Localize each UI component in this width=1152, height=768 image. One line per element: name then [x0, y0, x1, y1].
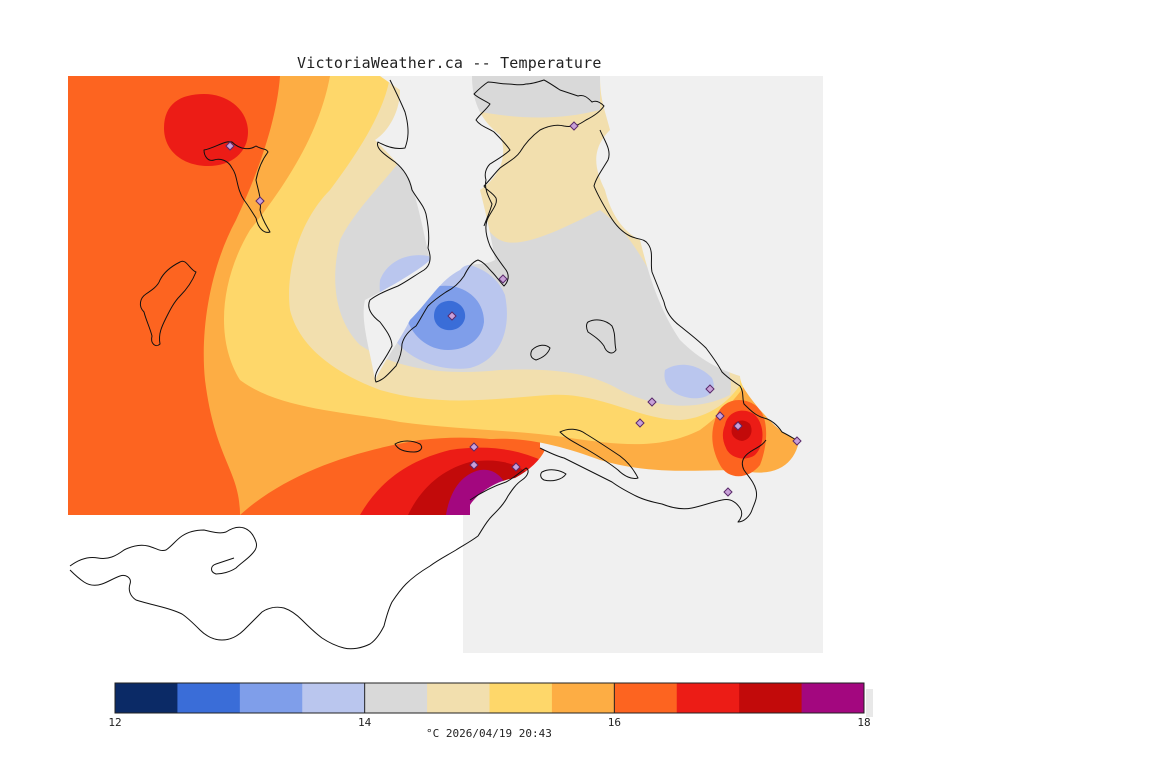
colorbar-bin-9 — [614, 683, 678, 713]
colorbar-tick-label: 12 — [108, 716, 122, 729]
colorbar-bin-10 — [676, 683, 740, 713]
colorbar-bin-3 — [239, 683, 303, 713]
weather-station-marker[interactable] — [647, 397, 657, 407]
weather-station-marker[interactable] — [723, 487, 733, 497]
colorbar-bin-7 — [489, 683, 553, 713]
weather-station-marker[interactable] — [511, 462, 521, 472]
contour-grey-top — [470, 76, 600, 118]
coastline-saanich — [368, 79, 605, 383]
coastline-islet-3 — [530, 344, 551, 361]
coastline-sooke — [69, 467, 529, 650]
weather-station-marker[interactable] — [715, 411, 725, 421]
weather-station-marker[interactable] — [792, 436, 802, 446]
colorbar-bin-5 — [364, 683, 428, 713]
coastline-east-peninsula — [593, 129, 801, 443]
colorbar-tick-label: 18 — [857, 716, 871, 729]
colorbar-bin-1 — [115, 683, 178, 713]
coastline-saltspring — [203, 141, 271, 233]
weather-station-marker[interactable] — [469, 442, 479, 452]
colorbar — [114, 682, 873, 717]
colorbar-caption: °C 2026/04/19 20:43 — [426, 727, 552, 740]
contour-red-nw — [164, 94, 248, 166]
colorbar-bin-8 — [551, 683, 615, 713]
colorbar-tick-label: 14 — [358, 716, 372, 729]
weather-station-marker[interactable] — [635, 418, 645, 428]
map-title: VictoriaWeather.ca -- Temperature — [297, 54, 602, 72]
weather-station-marker[interactable] — [225, 141, 235, 151]
weather-station-marker[interactable] — [498, 274, 508, 284]
colorbar-bin-11 — [739, 683, 803, 713]
coastline-islet-4 — [540, 469, 567, 482]
colorbar-bin-2 — [177, 683, 241, 713]
coverage-mask — [363, 76, 823, 515]
coastlines — [69, 79, 801, 650]
coastline-spit — [559, 428, 639, 479]
coastline-victoria — [539, 439, 767, 523]
weather-station-marker[interactable] — [255, 196, 265, 206]
colorbar-bin-4 — [302, 683, 366, 713]
station-markers — [225, 121, 802, 497]
weather-station-marker[interactable] — [447, 311, 457, 321]
weather-station-marker[interactable] — [733, 421, 743, 431]
no-data-region — [68, 515, 463, 653]
weather-station-marker[interactable] — [469, 460, 479, 470]
coastline-islet-1 — [394, 440, 423, 453]
coastline-olympic — [69, 526, 257, 575]
weather-station-marker[interactable] — [569, 121, 579, 131]
coastline-island-west — [139, 260, 197, 347]
colorbar-bin-6 — [427, 683, 490, 713]
colorbar-tick-label: 16 — [607, 716, 621, 729]
colorbar-bin-12 — [801, 683, 865, 713]
contour-light-blue-east — [664, 364, 714, 399]
weather-station-marker[interactable] — [705, 384, 715, 394]
coastline-islet-2 — [586, 319, 617, 354]
